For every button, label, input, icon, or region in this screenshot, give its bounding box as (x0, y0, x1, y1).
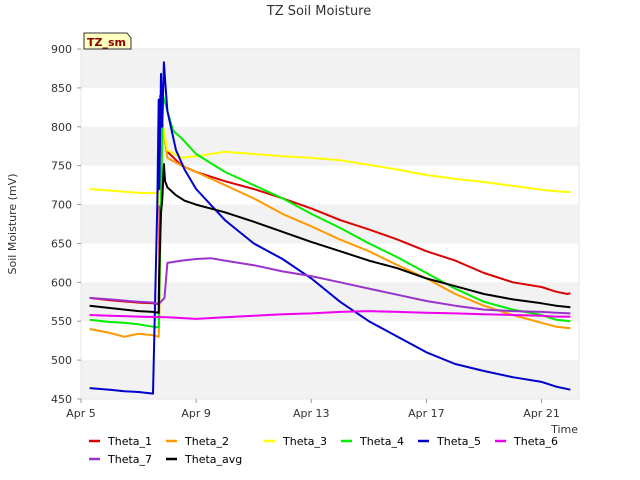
grid-band (81, 360, 579, 399)
x-tick-label: Apr 13 (293, 407, 330, 420)
legend-label: Theta_1 (107, 435, 152, 448)
legend-item-theta-4: Theta_4 (341, 435, 404, 448)
y-tick-label: 600 (51, 276, 72, 289)
y-tick-label: 450 (51, 393, 72, 406)
x-axis-title: Time (550, 423, 578, 436)
legend-item-theta-7: Theta_7 (89, 453, 152, 466)
y-axis-title: Soil Moisture (mV) (6, 174, 19, 275)
x-tick-label: Apr 5 (66, 407, 96, 420)
y-tick-label: 800 (51, 121, 72, 134)
legend-label: Theta_2 (184, 435, 229, 448)
legend-item-theta-3: Theta_3 (264, 435, 327, 448)
series-lines (89, 61, 571, 395)
series-line-theta-6 (89, 310, 571, 320)
series-line-theta-avg (89, 163, 571, 314)
y-tick-label: 850 (51, 82, 72, 95)
y-axis-ticks: 450 500 550 600 650 700 750 800 850 900 (51, 43, 81, 406)
y-tick-label: 750 (51, 160, 72, 173)
series-line-theta-4 (89, 94, 571, 329)
x-axis-ticks: Apr 5 Apr 9 Apr 13 Apr 17 Apr 21 (66, 399, 560, 420)
legend: Theta_1 Theta_2 Theta_3 Theta_4 Theta_5 Theta… (89, 435, 558, 466)
series-line-theta-5 (89, 61, 571, 395)
y-tick-label: 700 (51, 199, 72, 212)
legend-item-theta-1: Theta_1 (89, 435, 152, 448)
legend-item-theta-6: Theta_6 (495, 435, 558, 448)
y-tick-label: 650 (51, 237, 72, 250)
legend-label: Theta_7 (107, 453, 152, 466)
station-badge: TZ_sm (83, 32, 132, 50)
grid-band (81, 49, 579, 88)
y-tick-label: 500 (51, 354, 72, 367)
series-line-theta-2 (89, 116, 571, 338)
legend-label: Theta_3 (282, 435, 327, 448)
y-tick-label: 900 (51, 43, 72, 56)
legend-item-theta-2: Theta_2 (166, 435, 229, 448)
plot-frame (80, 48, 580, 400)
legend-label: Theta_avg (184, 453, 242, 466)
legend-item-theta-avg: Theta_avg (166, 453, 242, 466)
station-badge-label: TZ_sm (87, 36, 126, 49)
x-tick-label: Apr 9 (181, 407, 211, 420)
y-tick-label: 550 (51, 315, 72, 328)
legend-item-theta-5: Theta_5 (418, 435, 481, 448)
legend-label: Theta_6 (513, 435, 558, 448)
series-line-theta-7 (89, 257, 571, 315)
legend-label: Theta_4 (359, 435, 404, 448)
legend-label: Theta_5 (436, 435, 481, 448)
chart-title: TZ Soil Moisture (266, 4, 372, 19)
x-tick-label: Apr 17 (408, 407, 445, 420)
x-tick-label: Apr 21 (523, 407, 560, 420)
